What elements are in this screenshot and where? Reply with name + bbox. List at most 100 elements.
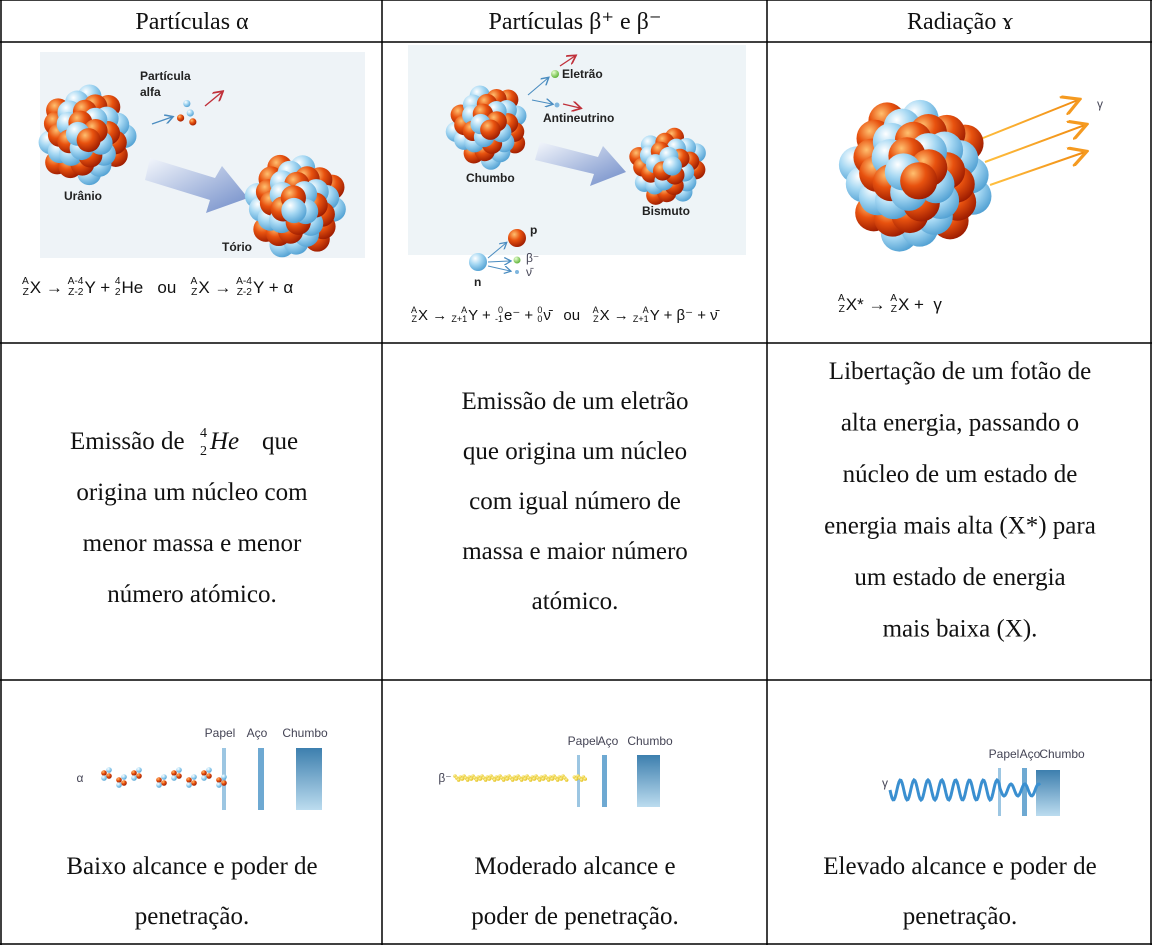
prescript: A Z+1: [632, 305, 649, 325]
nucleon: [186, 109, 194, 117]
alpha-particle: [121, 774, 127, 780]
label: Tório: [222, 240, 252, 254]
prescript-sub: Z: [411, 314, 418, 325]
beta-particle: [505, 777, 510, 781]
shield-label: Aço: [598, 734, 619, 748]
description-text: energia mais alta (X*) para: [824, 513, 1096, 540]
beta-particle: [456, 778, 461, 782]
alpha-particle: [191, 774, 197, 780]
summary-text: Elevado alcance e poder de: [823, 853, 1096, 880]
gamma-arrow: [977, 100, 1078, 141]
beta-particle: [579, 778, 584, 782]
beta-particle: [514, 777, 518, 781]
alpha-particle: [206, 773, 212, 779]
description-text: 4: [200, 426, 207, 441]
prescript-sub: Z: [838, 303, 845, 315]
formula-text: X →: [599, 306, 633, 324]
arrow: [487, 261, 510, 262]
description-text: núcleo de um estado de: [843, 461, 1078, 488]
beta-particle: [532, 777, 536, 781]
prescript-sup: A: [411, 305, 418, 315]
electron: [551, 70, 559, 78]
alpha-particle: [221, 780, 227, 786]
prescript-sup: A: [592, 305, 599, 315]
prescript: A-4 Z-2: [68, 276, 84, 298]
formula-text: X →: [29, 277, 68, 297]
alpha-particle: [201, 775, 207, 781]
label: alfa: [140, 85, 161, 99]
description-text: He: [209, 428, 239, 455]
alpha-particle: [171, 775, 177, 781]
prescript-sup: A: [642, 305, 649, 315]
particle-label: α: [77, 771, 84, 785]
paper-shield: [577, 755, 580, 807]
shield-label: Chumbo: [282, 726, 328, 740]
description-text: Libertação de um fotão de: [829, 358, 1091, 385]
proton: [508, 229, 526, 247]
formula-text: X →: [418, 306, 452, 324]
beta-particle: [555, 778, 560, 782]
label: Urânio: [64, 189, 102, 203]
beta-particle: [559, 777, 563, 781]
formula-text: X + γ: [898, 294, 942, 314]
label: Chumbo: [466, 171, 515, 185]
antineutrino: [515, 270, 519, 274]
prescript-sub: 0: [537, 314, 543, 325]
label: β⁻: [526, 251, 539, 265]
description-text: atómico.: [532, 588, 619, 615]
alpha-particle: [131, 770, 137, 776]
prescript-sup: A: [838, 293, 845, 304]
prescript: A Z+1: [451, 305, 467, 325]
beta-particle: [501, 778, 506, 782]
formula-text: He ou: [121, 277, 191, 297]
formula-text: Y +: [84, 277, 115, 297]
beta-particle: [460, 777, 465, 781]
shield-label: Papel: [568, 734, 599, 748]
prescript-sub: Z: [22, 286, 29, 298]
description-text: Emissão de um eletrão: [461, 388, 688, 415]
description-text: menor massa e menor: [83, 530, 302, 557]
prescript-sub: -1: [494, 314, 503, 325]
alpha-particle: [106, 767, 112, 773]
electron: [513, 256, 521, 264]
prescript-sub: Z+1: [632, 314, 649, 325]
particle-label: β⁻: [438, 771, 451, 785]
shield-label: Papel: [205, 726, 236, 740]
shield-label: Aço: [1020, 747, 1041, 761]
alpha-particle: [201, 770, 207, 776]
alpha-particle: [176, 773, 182, 779]
label: p: [530, 223, 537, 237]
formula-text: X →: [198, 277, 237, 297]
column-header: Partículas α: [135, 9, 249, 35]
neutron: [469, 253, 487, 271]
prescript-sub: Z: [890, 303, 897, 315]
alpha-particle: [161, 774, 167, 780]
nucleon: [189, 118, 197, 126]
prescript-sub: Z: [191, 286, 198, 298]
particle-label: γ: [882, 776, 888, 790]
beta-particle: [550, 777, 554, 781]
alpha-particle: [101, 775, 107, 781]
label: ν̄: [526, 265, 534, 279]
beta-particle: [474, 778, 479, 782]
arrow: [531, 100, 552, 104]
description-text: mais baixa (X).: [883, 616, 1038, 643]
beta-particle: [469, 777, 474, 781]
alpha-particle: [136, 773, 142, 779]
summary-text: penetração.: [135, 903, 250, 930]
shield-label: Chumbo: [627, 734, 673, 748]
beta-particle: [496, 777, 501, 781]
alpha-particle: [106, 773, 112, 779]
steel-shield: [1022, 768, 1027, 816]
beta-particle: [537, 778, 542, 782]
formula-text: X* →: [845, 294, 891, 314]
beta-particle: [465, 778, 470, 782]
alpha-particle: [186, 777, 192, 783]
